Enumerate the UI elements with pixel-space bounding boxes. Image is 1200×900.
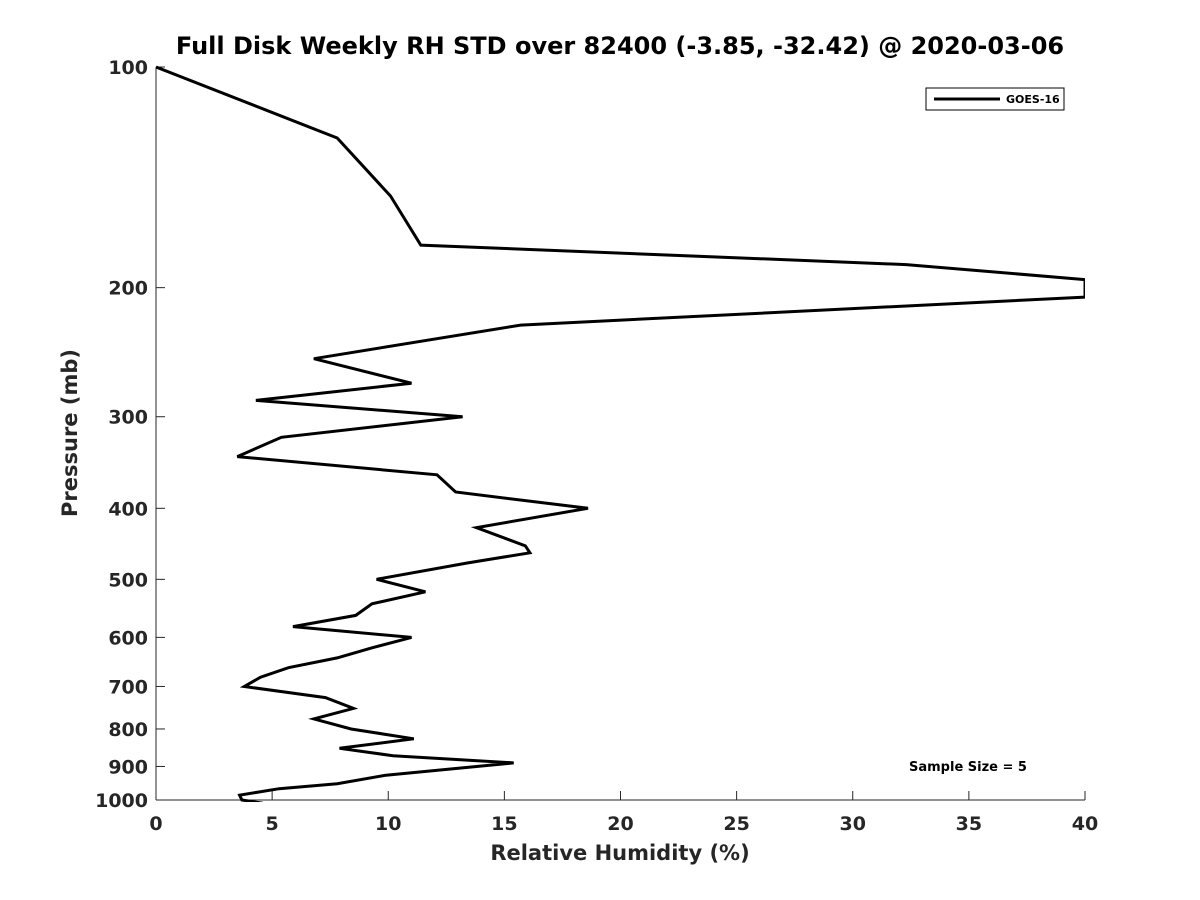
x-axis-label: Relative Humidity (%): [490, 841, 749, 865]
plot-lines: [156, 65, 1085, 802]
x-tick-label: 30: [840, 813, 866, 835]
y-axis-label: Pressure (mb): [58, 349, 82, 517]
y-tick-label: 600: [108, 627, 148, 649]
chart-title: Full Disk Weekly RH STD over 82400 (-3.8…: [176, 32, 1064, 60]
legend-label-goes-16: GOES-16: [1006, 93, 1060, 106]
x-tick-label: 10: [375, 813, 401, 835]
x-tick-label: 15: [491, 813, 517, 835]
y-tick-label: 500: [108, 569, 148, 591]
x-tick-label: 25: [723, 813, 749, 835]
x-tick-label: 40: [1072, 813, 1098, 835]
x-tick-label: 20: [607, 813, 633, 835]
y-tick-label: 400: [108, 498, 148, 520]
y-tick-label: 700: [108, 676, 148, 698]
series-line-goes-16: [156, 65, 1085, 802]
y-tick-label: 800: [108, 719, 148, 741]
x-tick-label: 35: [956, 813, 982, 835]
legend: GOES-16: [925, 87, 1065, 111]
y-tick-label: 200: [108, 278, 148, 300]
x-tick-label: 0: [149, 813, 162, 835]
y-tick-label: 300: [108, 407, 148, 429]
y-tick-label: 1000: [95, 790, 148, 812]
x-tick-label: 5: [266, 813, 279, 835]
y-tick-label: 900: [108, 756, 148, 778]
y-tick-label: 100: [108, 57, 148, 79]
sample-size-annotation: Sample Size = 5: [909, 760, 1027, 775]
ticks: 0 5 10 15 20 25 30 35 40 100 200 300 400 500 600 700 800…: [95, 57, 1098, 835]
